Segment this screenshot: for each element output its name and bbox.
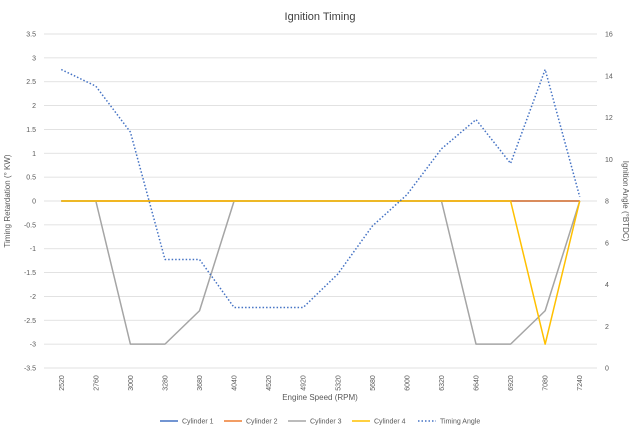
- y-tick-label: -2: [30, 294, 36, 301]
- y-tick-label: 0.5: [26, 175, 36, 182]
- y-tick-label: 2.5: [26, 79, 36, 86]
- x-tick-label: 6640: [474, 375, 481, 391]
- y-tick-label: -2.5: [24, 318, 36, 325]
- x-tick-label: 6000: [404, 375, 411, 391]
- legend-label-cylinder-3: Cylinder 3: [310, 419, 342, 426]
- y2-tick-label: 4: [605, 282, 609, 289]
- chart-title: Ignition Timing: [285, 11, 356, 23]
- y-tick-label: -3: [30, 342, 36, 349]
- y-tick-label: -1: [30, 246, 36, 253]
- y-tick-label: -3.5: [24, 366, 36, 373]
- x-axis-title: Engine Speed (RPM): [282, 393, 358, 402]
- x-tick-label: 6320: [439, 375, 446, 391]
- y-axis-title: Timing Retardation (° KW): [3, 154, 12, 247]
- y-tick-label: 3: [32, 55, 36, 62]
- y-tick-label: 1.5: [26, 127, 36, 134]
- series-line-cylinder-4: [61, 200, 581, 345]
- y-tick-label: 3.5: [26, 32, 36, 39]
- x-tick-label: 3000: [128, 375, 135, 391]
- y-tick-label: 0: [32, 199, 36, 206]
- y2-tick-label: 10: [605, 157, 613, 164]
- legend-label-timing-angle: Timing Angle: [440, 419, 480, 426]
- y2-axis-title: Ignition Angle (°BTDC): [621, 161, 630, 242]
- left-axis-ticks: 3.5 3 2.5 2 1.5 1 0.5 0 -0.5 -1 -1.5 -2 -2.5 -3 -3.5: [24, 32, 36, 373]
- x-tick-label: 3280: [162, 375, 169, 391]
- x-tick-label: 3680: [197, 375, 204, 391]
- y2-tick-label: 2: [605, 324, 609, 331]
- series-line-timing-angle: [60, 68, 581, 309]
- y2-tick-label: 14: [605, 73, 613, 80]
- x-tick-label: 4920: [301, 375, 308, 391]
- right-axis-ticks: 0 2 4 6 8 10 12 14 16: [605, 32, 613, 373]
- y-tick-label: 1: [32, 151, 36, 158]
- x-tick-label: 2760: [93, 375, 100, 391]
- y2-tick-label: 0: [605, 366, 609, 373]
- legend-label-cylinder-2: Cylinder 2: [246, 419, 278, 426]
- x-tick-label: 5320: [335, 375, 342, 391]
- x-tick-label: 7240: [577, 375, 584, 391]
- y-tick-label: 2: [32, 103, 36, 110]
- legend-label-cylinder-1: Cylinder 1: [182, 419, 214, 426]
- legend: Cylinder 1 Cylinder 2 Cylinder 3 Cylinder 4…: [160, 419, 480, 426]
- y-tick-label: -0.5: [24, 222, 36, 229]
- y2-tick-label: 8: [605, 199, 609, 206]
- x-tick-label: 6920: [508, 375, 515, 391]
- x-tick-label: 4520: [266, 375, 273, 391]
- x-axis-ticks: 2520 2760 3000 3280 3680 4040 4520 4920 5320 5680…: [59, 375, 584, 391]
- series-lines: [60, 68, 581, 345]
- x-tick-label: 2520: [59, 375, 66, 391]
- legend-label-cylinder-4: Cylinder 4: [374, 419, 406, 426]
- y-tick-label: -1.5: [24, 270, 36, 277]
- y2-tick-label: 12: [605, 115, 613, 122]
- x-tick-label: 7080: [543, 375, 550, 391]
- y2-tick-label: 6: [605, 240, 609, 247]
- y2-tick-label: 16: [605, 32, 613, 39]
- x-tick-label: 4040: [232, 375, 239, 391]
- x-tick-label: 5680: [370, 375, 377, 391]
